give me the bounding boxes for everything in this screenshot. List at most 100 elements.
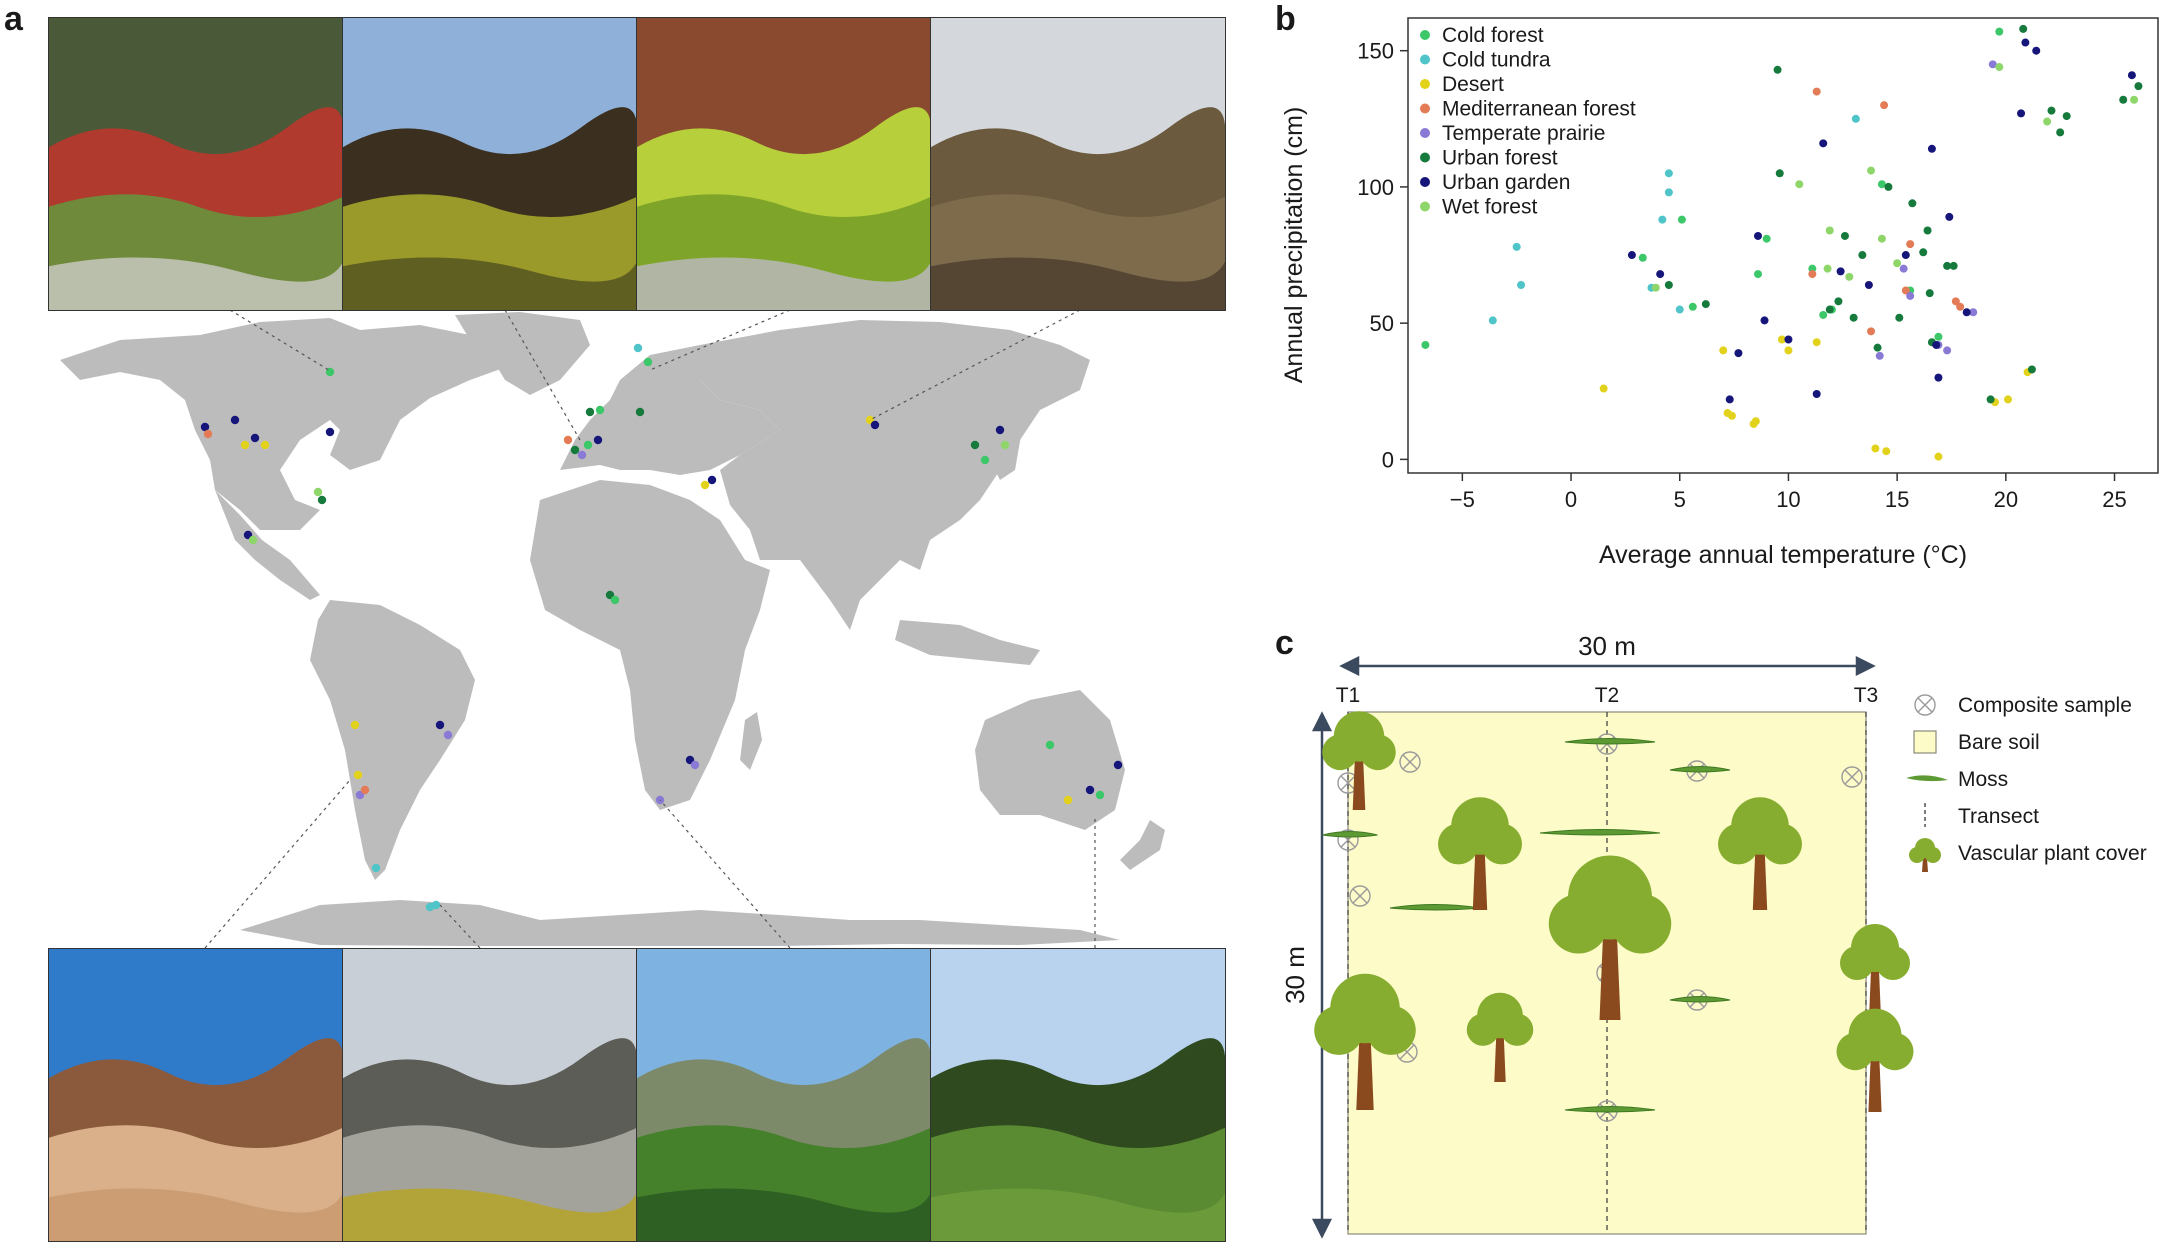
width-label: 30 m [1578, 631, 1636, 661]
scatter-point [1908, 199, 1917, 208]
panel-letter-b: b [1275, 0, 1296, 38]
scatter-point [1651, 283, 1660, 292]
scatter-point [1901, 286, 1910, 295]
tree-canopy [1466, 1013, 1500, 1046]
height-arrow [1311, 711, 1333, 1239]
legend-label: Temperate prairie [1442, 122, 1605, 145]
tree-canopy [1500, 1013, 1534, 1046]
scatter-point [1658, 215, 1667, 224]
north-america-landmass [60, 318, 560, 530]
composite-sample [1337, 772, 1359, 794]
scatter-point [1849, 313, 1858, 322]
shrubland-photo-foreground [931, 257, 1225, 310]
scatter-point [1949, 261, 1958, 270]
plot-contents [1314, 711, 1914, 1122]
greenland-landmass [455, 312, 590, 395]
scatter-point [1762, 234, 1771, 243]
height-arrow-bottom-head [1311, 1218, 1333, 1239]
x-tick-label: 5 [1674, 487, 1686, 512]
scatter-point [1825, 305, 1834, 314]
tree-canopy [1366, 1005, 1416, 1055]
sample-cross [1402, 754, 1418, 770]
transect-label-t3: T3 [1854, 684, 1879, 707]
scatter-point [2119, 95, 2128, 104]
tree-canopy [1718, 823, 1759, 865]
legend-label: Transect [1958, 805, 2039, 828]
map-site-marker [260, 440, 270, 450]
map-site-marker [643, 357, 653, 367]
scatter-point [1893, 259, 1902, 268]
scatter-point [1488, 316, 1497, 325]
south-america-landmass [310, 600, 475, 880]
map-site-marker [248, 535, 258, 545]
tree-canopy [1438, 823, 1479, 865]
scatter-point [1880, 101, 1889, 110]
scatter-point [1754, 231, 1762, 240]
tree-canopy [1611, 894, 1672, 954]
scatter-point [1899, 264, 1908, 273]
map-site-marker [577, 450, 587, 460]
photo-woodland [342, 17, 638, 311]
sample-cross [1352, 888, 1368, 904]
moss-patch [1539, 829, 1661, 836]
scatter-point [1988, 60, 1997, 69]
map-site-marker [435, 720, 445, 730]
tree-trunk [1599, 936, 1621, 1020]
vascular-plant [1840, 924, 1910, 1018]
sample-cross [1399, 1044, 1415, 1060]
x-tick-label: 15 [1885, 487, 1909, 512]
moss-patch [1669, 766, 1731, 773]
scatter-point [1895, 313, 1904, 322]
photo-shrubland-image [931, 18, 1225, 310]
world-map-panel [48, 17, 1226, 1242]
y-tick-label: 0 [1382, 447, 1394, 472]
scatter-point [1867, 166, 1876, 175]
scatter-point [1995, 63, 2004, 72]
scatter-point [1627, 251, 1636, 260]
y-axis-label: Annual precipitation (cm) [1280, 107, 1308, 384]
legend-label: Composite sample [1958, 694, 2132, 717]
legend-marker [1420, 79, 1430, 89]
tree-canopy [1314, 1005, 1364, 1055]
scatter-point [1962, 308, 1971, 317]
legend-label: Vascular plant cover [1958, 842, 2147, 865]
width-arrow [1339, 655, 1876, 677]
scatter-point [1919, 248, 1928, 257]
data-points [1421, 24, 2143, 461]
scatter-point [1677, 215, 1686, 224]
map-site-marker [633, 343, 643, 353]
y-tick-label: 150 [1357, 39, 1394, 64]
scatter-point [2134, 82, 2143, 91]
map-site-markers [200, 343, 1123, 912]
scatter-point [1638, 253, 1647, 262]
scatter-point [1599, 384, 1608, 393]
diagram-legend: Composite sample Bare soil Moss Transect Vas… [1906, 694, 2147, 872]
photo-cold-forest-image [49, 18, 343, 310]
scatter-point [1923, 226, 1932, 235]
x-tick-label: 0 [1565, 487, 1577, 512]
leader-line-1 [229, 309, 333, 373]
vascular-plant [1466, 992, 1534, 1082]
scatter-point [1877, 180, 1886, 189]
scatter-point [1517, 281, 1526, 290]
tree-canopy [1360, 734, 1396, 771]
scatter-point [1723, 409, 1732, 418]
leader-line-3 [649, 309, 791, 371]
sample-cross [1844, 769, 1860, 785]
scatter-point [2062, 112, 2071, 121]
scatter-point [2004, 395, 2012, 404]
map-site-marker [250, 433, 260, 443]
moss-carpet-photo-foreground [637, 257, 931, 310]
scatter-point [1943, 261, 1952, 270]
scatter-point [1995, 27, 2004, 36]
photo-urban-garden-image [637, 949, 931, 1241]
scatter-point [1734, 349, 1743, 358]
map-site-marker [595, 405, 605, 415]
y-tick-label: 50 [1370, 311, 1394, 336]
scatter-point [1927, 144, 1936, 153]
map-site-marker [980, 455, 990, 465]
cold-forest-photo-foreground [49, 257, 343, 310]
legend-tree-trunk [1922, 858, 1928, 872]
moss-patch [1669, 996, 1731, 1003]
